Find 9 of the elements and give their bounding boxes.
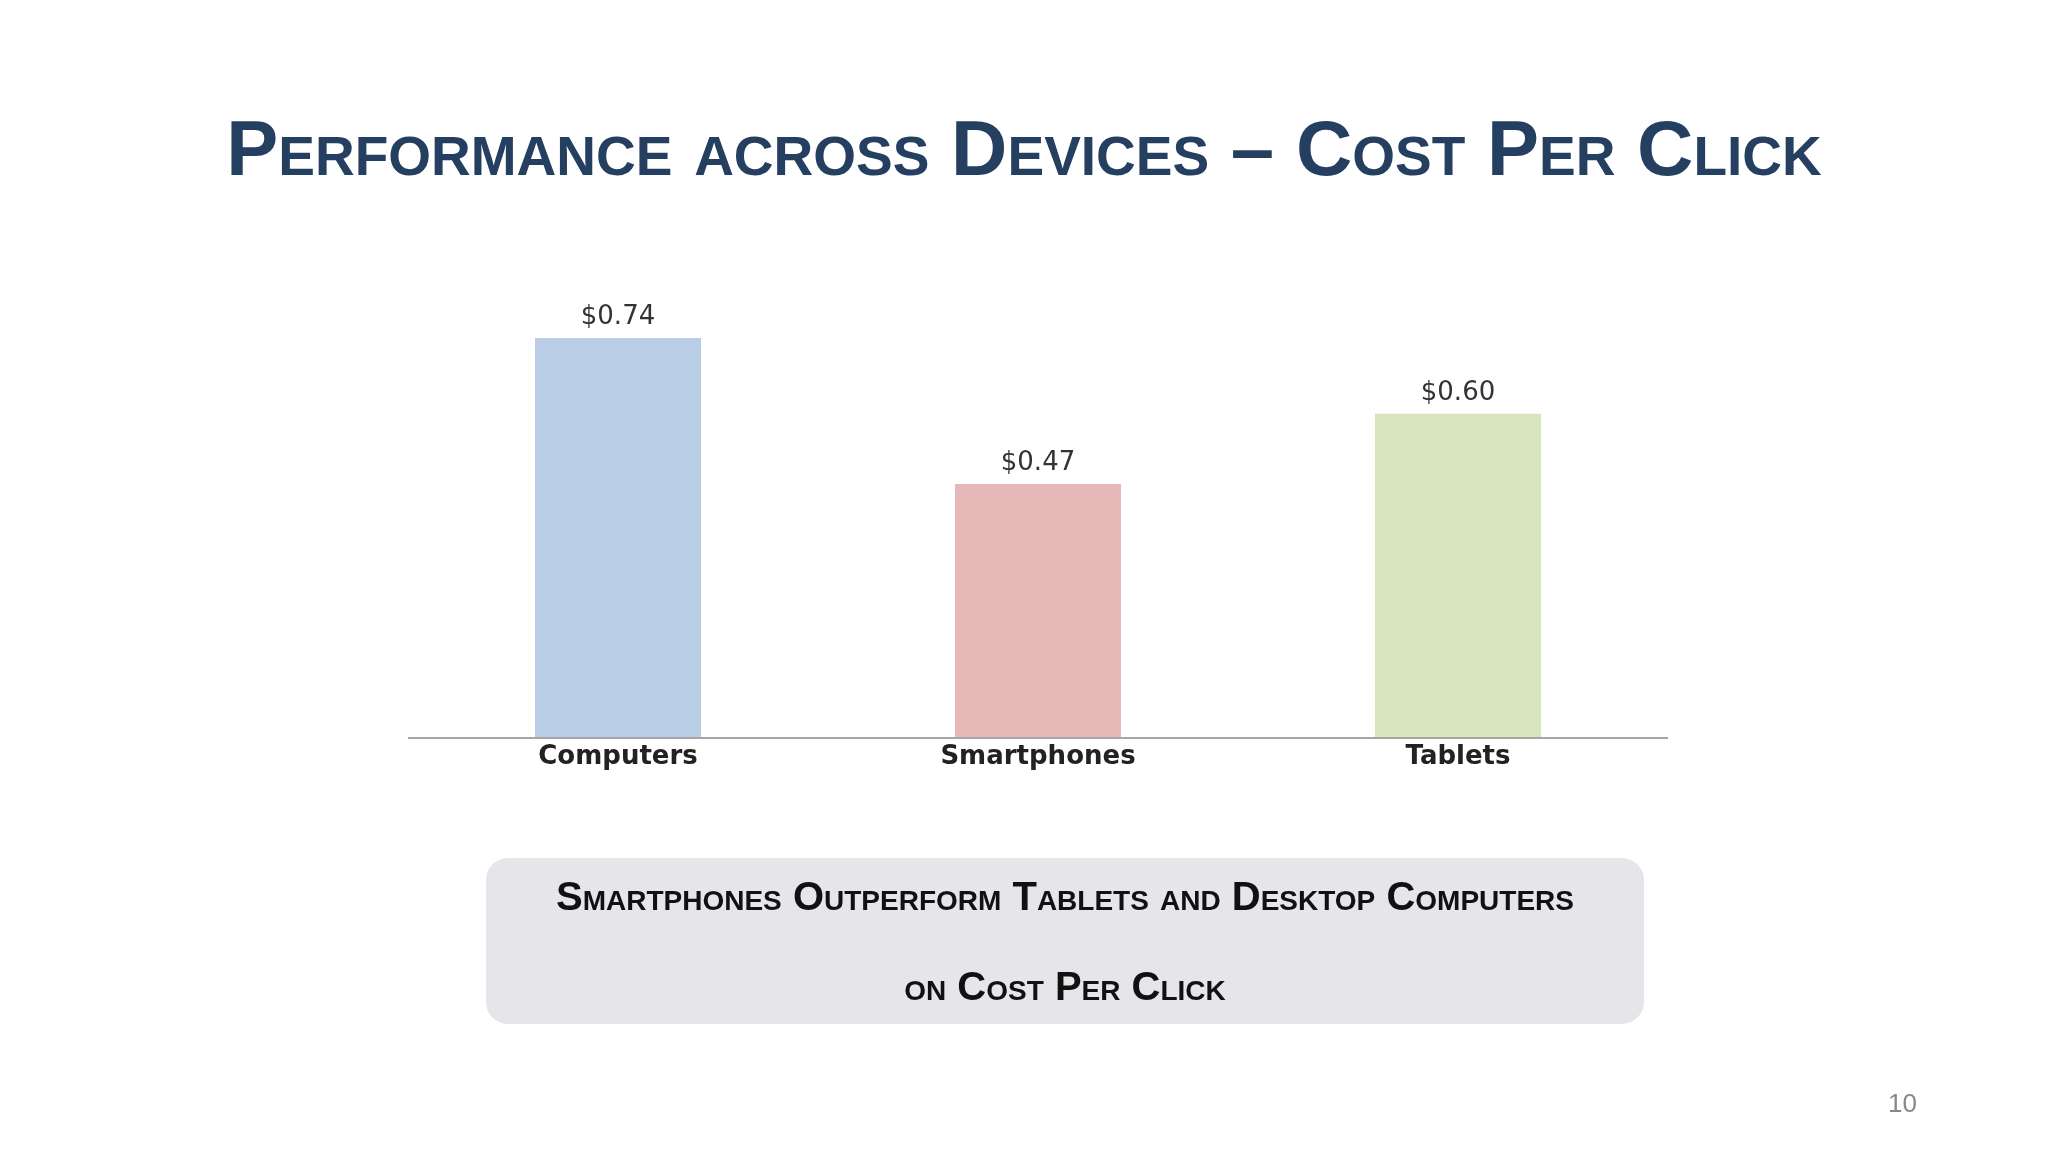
chart-title: Performance across Devices – Cost Per Click <box>225 103 1823 194</box>
x-tick-label: Computers <box>538 740 698 771</box>
data-label: $0.74 <box>580 300 656 330</box>
x-tick-label: Tablets <box>1405 740 1511 771</box>
data-label: $0.47 <box>1000 445 1076 476</box>
text: Smartphones Outperform Tablets and Desktop Computers on Cost Per Click <box>486 858 1644 1024</box>
data-label: $0.60 <box>1420 375 1496 406</box>
text: 10 <box>1888 1088 1917 1119</box>
x-tick-label: Smartphones <box>940 740 1136 771</box>
